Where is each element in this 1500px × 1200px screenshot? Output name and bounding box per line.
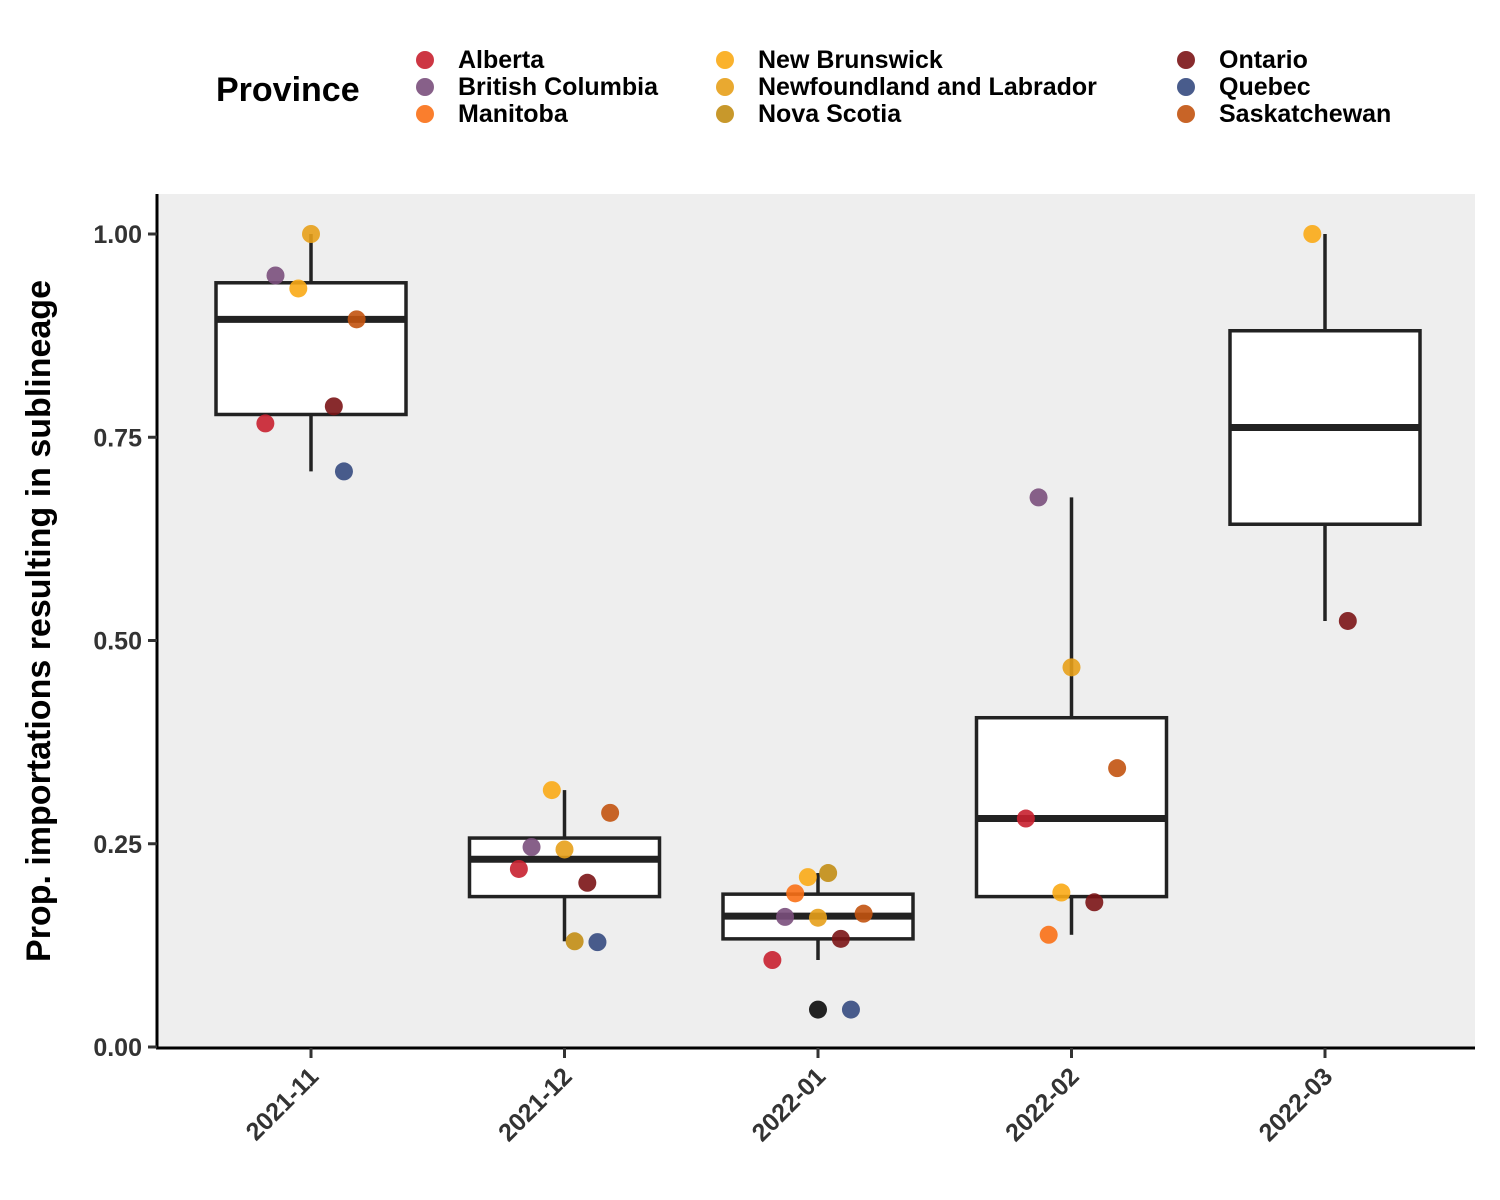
legend-item-manitoba: Manitoba: [416, 100, 569, 128]
legend-swatch-manitoba: [416, 105, 434, 123]
legend-swatch-new-brunswick: [716, 51, 734, 69]
point-2022-01-manitoba: [786, 884, 805, 903]
legend-item-new-brunswick: New Brunswick: [716, 46, 943, 74]
point-2021-11-saskatchewan: [347, 310, 366, 329]
point-2021-12-saskatchewan: [601, 803, 620, 822]
point-2022-01-nova-scotia: [819, 864, 838, 883]
point-2021-11-ontario: [324, 397, 343, 416]
point-2021-11-alberta: [256, 414, 275, 433]
point-2022-02-new-brunswick: [1052, 883, 1071, 902]
point-2022-03-ontario: [1338, 611, 1357, 630]
point-2022-01-british-columbia: [776, 907, 795, 926]
legend-label-saskatchewan: Saskatchewan: [1219, 100, 1391, 128]
legend-item-newfoundland-and-labrador: Newfoundland and Labrador: [716, 73, 1097, 101]
point-2022-02-saskatchewan: [1108, 759, 1127, 778]
legend-swatch-saskatchewan: [1177, 105, 1195, 123]
legend-label-quebec: Quebec: [1219, 73, 1311, 101]
point-2021-12-british-columbia: [522, 838, 541, 857]
point-2022-01-newfoundland-and-labrador: [809, 908, 827, 927]
legend-label-newfoundland-and-labrador: Newfoundland and Labrador: [758, 73, 1097, 101]
point-2021-11-new-brunswick: [289, 279, 308, 298]
x-tick-label-2022-03: 2022-03: [1254, 1062, 1339, 1147]
legend-item-british-columbia: British Columbia: [416, 73, 659, 101]
outlier-point-2022-01: [809, 1000, 827, 1019]
y-tick-label: 0.25: [93, 831, 142, 859]
x-ticks: 2021-11 2021-12 2022-01 2022-02 2022-03: [241, 1048, 1339, 1147]
y-tick-label: 0.50: [93, 628, 142, 656]
point-2022-03-new-brunswick: [1303, 225, 1322, 243]
x-tick-label-2021-11: 2021-11: [241, 1062, 325, 1146]
point-2021-12-alberta: [509, 859, 528, 878]
box-iqr: [214, 281, 408, 417]
legend-label-new-brunswick: New Brunswick: [758, 46, 943, 74]
point-2021-12-ontario: [578, 873, 597, 892]
point-2022-01-alberta: [763, 951, 782, 970]
legend-swatch-alberta: [416, 51, 434, 69]
legend-item-saskatchewan: Saskatchewan: [1177, 100, 1391, 128]
legend-swatch-nova-scotia: [716, 105, 734, 123]
y-tick-label: 1.00: [93, 221, 142, 249]
point-2022-02-british-columbia: [1029, 488, 1048, 507]
x-tick-label-2022-01: 2022-01: [747, 1062, 832, 1147]
legend-label-alberta: Alberta: [458, 46, 545, 74]
point-2022-01-ontario: [831, 929, 850, 948]
legend-label-manitoba: Manitoba: [458, 100, 569, 128]
box-2022-03: [1228, 234, 1422, 621]
point-2021-12-new-brunswick: [542, 781, 561, 800]
legend-label-ontario: Ontario: [1219, 46, 1308, 74]
point-2022-02-alberta: [1016, 809, 1035, 828]
legend-item-ontario: Ontario: [1177, 46, 1308, 74]
legend-item-nova-scotia: Nova Scotia: [716, 100, 902, 128]
box-2021-11: [214, 234, 408, 472]
point-2021-12-nova-scotia: [565, 932, 584, 951]
legend-item-alberta: Alberta: [416, 46, 545, 74]
point-2021-12-newfoundland-and-labrador: [555, 840, 574, 859]
legend-swatch-ontario: [1177, 51, 1195, 69]
legend-label-nova-scotia: Nova Scotia: [758, 100, 902, 128]
y-axis-title: Prop. importations resulting in sublinea…: [20, 280, 58, 962]
legend-label-british-columbia: British Columbia: [458, 73, 659, 101]
y-tick-label: 0.00: [93, 1034, 142, 1062]
x-tick-label-2022-02: 2022-02: [1000, 1062, 1085, 1147]
box-2022-02: [974, 497, 1169, 935]
point-2021-11-newfoundland-and-labrador: [302, 225, 320, 243]
x-tick-label-2021-12: 2021-12: [493, 1062, 578, 1147]
point-2022-01-quebec: [841, 1000, 860, 1019]
point-2021-11-quebec: [334, 462, 353, 481]
point-2022-01-saskatchewan: [854, 904, 873, 923]
data-points: [256, 225, 1357, 1019]
point-2021-12-quebec: [588, 933, 607, 952]
point-2022-02-newfoundland-and-labrador: [1062, 658, 1081, 677]
legend-swatch-british-columbia: [416, 78, 434, 96]
legend-item-quebec: Quebec: [1177, 73, 1311, 101]
legend-title: Province: [216, 71, 360, 109]
point-2022-02-manitoba: [1039, 925, 1058, 944]
legend-swatch-quebec: [1177, 78, 1195, 96]
legend-swatch-newfoundland-and-labrador: [716, 78, 734, 96]
axes: [155, 194, 1475, 1050]
point-2022-01-new-brunswick: [798, 868, 817, 887]
point-2021-11-british-columbia: [266, 266, 285, 285]
y-tick-label: 0.75: [93, 424, 142, 452]
point-2022-02-ontario: [1085, 893, 1104, 912]
y-ticks: 0.00 0.25 0.50 0.75 1.00: [93, 221, 157, 1062]
box-iqr: [974, 715, 1169, 899]
